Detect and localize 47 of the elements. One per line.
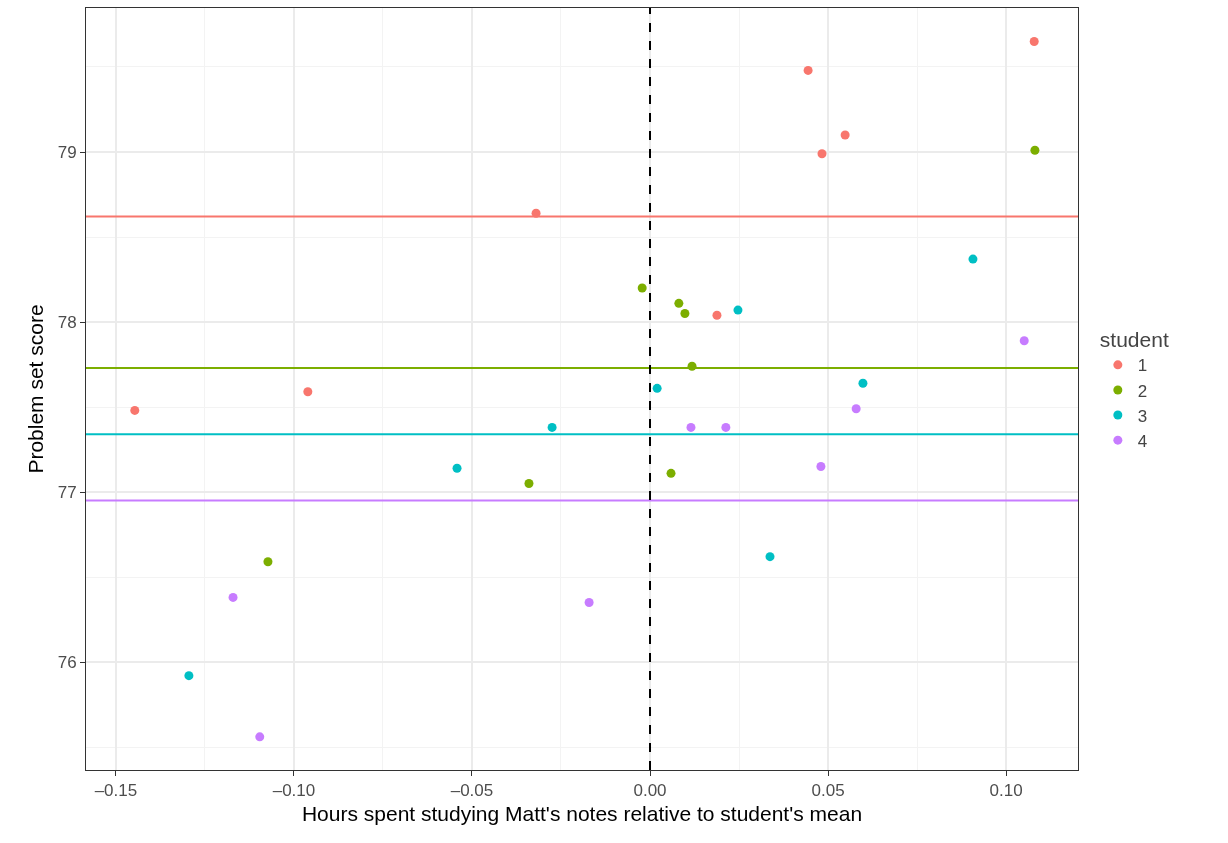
x-tick-label: –0.05 [450,781,494,801]
y-tick-label: 79 [57,142,77,162]
point [547,422,557,432]
point [303,387,313,397]
y-axis-title: Problem set score [23,304,47,474]
x-tick-label: 0.00 [633,781,667,801]
point [652,383,662,393]
point [851,404,861,414]
point [666,468,676,478]
point [765,552,775,562]
legend-label: 4 [1137,431,1148,451]
point [1019,336,1029,346]
legend-label: 1 [1137,356,1148,376]
point [674,298,684,308]
legend-label: 3 [1137,406,1148,426]
y-tick-label: 76 [57,652,77,672]
point [680,309,690,319]
y-tick-label: 77 [57,482,77,502]
point [858,378,868,388]
point [637,283,647,293]
point [840,130,850,140]
point [968,254,978,264]
x-tick-label: 0.05 [811,781,845,801]
point [803,65,813,75]
point [228,592,238,602]
point [817,149,827,159]
point [452,463,462,473]
x-tick-label: 0.10 [989,781,1023,801]
point [816,462,826,472]
point [1029,36,1039,46]
x-tick-label: –0.15 [94,781,138,801]
point [184,671,194,681]
point [733,305,743,315]
point [721,422,731,432]
y-tick-label: 78 [57,312,77,332]
point [712,310,722,320]
point [263,557,273,567]
point [255,732,265,742]
legend-title: student [1099,328,1169,352]
point [524,479,534,489]
point [1030,145,1040,155]
point [584,598,594,608]
x-axis-title: Hours spent studying Matt's notes relative to student's mean [301,801,863,825]
legend-label: 2 [1137,381,1148,401]
point [686,422,696,432]
x-tick-label: –0.10 [272,781,316,801]
point [130,405,140,415]
